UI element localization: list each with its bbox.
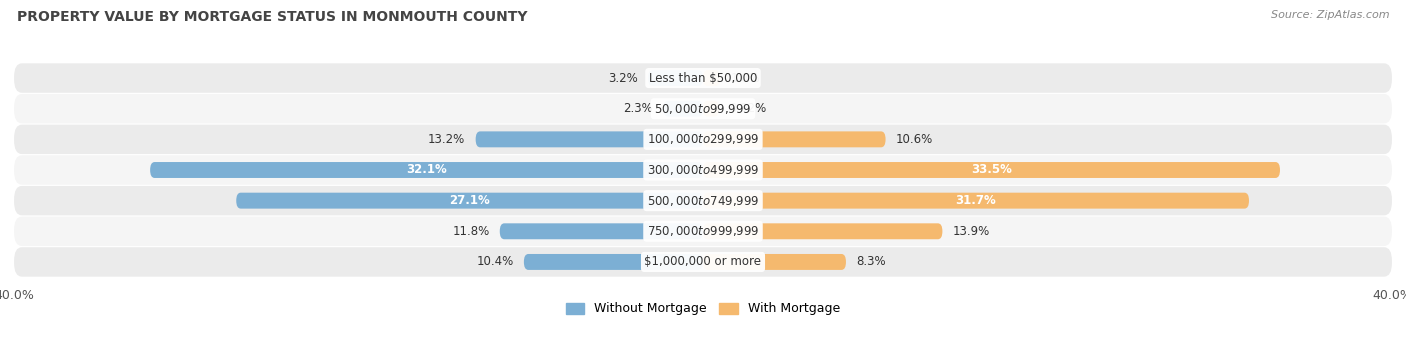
Text: 8.3%: 8.3% xyxy=(856,255,886,269)
FancyBboxPatch shape xyxy=(648,70,703,86)
FancyBboxPatch shape xyxy=(14,217,1392,246)
Text: 0.92%: 0.92% xyxy=(730,102,766,115)
Text: 3.2%: 3.2% xyxy=(607,71,637,85)
FancyBboxPatch shape xyxy=(703,162,1279,178)
Text: $50,000 to $99,999: $50,000 to $99,999 xyxy=(654,102,752,116)
FancyBboxPatch shape xyxy=(14,63,1392,93)
Text: 27.1%: 27.1% xyxy=(450,194,491,207)
Text: $1,000,000 or more: $1,000,000 or more xyxy=(644,255,762,269)
Text: 31.7%: 31.7% xyxy=(956,194,997,207)
Text: 33.5%: 33.5% xyxy=(972,164,1012,176)
Text: $100,000 to $299,999: $100,000 to $299,999 xyxy=(647,132,759,146)
Text: 10.4%: 10.4% xyxy=(477,255,513,269)
Text: 1.0%: 1.0% xyxy=(731,71,761,85)
FancyBboxPatch shape xyxy=(475,131,703,147)
FancyBboxPatch shape xyxy=(14,186,1392,215)
Text: Source: ZipAtlas.com: Source: ZipAtlas.com xyxy=(1271,10,1389,20)
FancyBboxPatch shape xyxy=(236,193,703,209)
FancyBboxPatch shape xyxy=(703,131,886,147)
Text: $750,000 to $999,999: $750,000 to $999,999 xyxy=(647,224,759,238)
Text: 2.3%: 2.3% xyxy=(623,102,652,115)
FancyBboxPatch shape xyxy=(14,94,1392,123)
Text: 10.6%: 10.6% xyxy=(896,133,934,146)
Text: 13.9%: 13.9% xyxy=(953,225,990,238)
FancyBboxPatch shape xyxy=(14,155,1392,185)
FancyBboxPatch shape xyxy=(703,223,942,239)
FancyBboxPatch shape xyxy=(664,101,703,117)
Text: 11.8%: 11.8% xyxy=(453,225,489,238)
Text: PROPERTY VALUE BY MORTGAGE STATUS IN MONMOUTH COUNTY: PROPERTY VALUE BY MORTGAGE STATUS IN MON… xyxy=(17,10,527,24)
FancyBboxPatch shape xyxy=(703,101,718,117)
FancyBboxPatch shape xyxy=(703,70,720,86)
FancyBboxPatch shape xyxy=(14,125,1392,154)
FancyBboxPatch shape xyxy=(703,193,1249,209)
Text: Less than $50,000: Less than $50,000 xyxy=(648,71,758,85)
FancyBboxPatch shape xyxy=(703,254,846,270)
Text: 13.2%: 13.2% xyxy=(427,133,465,146)
FancyBboxPatch shape xyxy=(524,254,703,270)
Text: 32.1%: 32.1% xyxy=(406,164,447,176)
Text: $300,000 to $499,999: $300,000 to $499,999 xyxy=(647,163,759,177)
Text: $500,000 to $749,999: $500,000 to $749,999 xyxy=(647,194,759,208)
FancyBboxPatch shape xyxy=(14,247,1392,277)
FancyBboxPatch shape xyxy=(150,162,703,178)
Legend: Without Mortgage, With Mortgage: Without Mortgage, With Mortgage xyxy=(561,298,845,320)
FancyBboxPatch shape xyxy=(499,223,703,239)
